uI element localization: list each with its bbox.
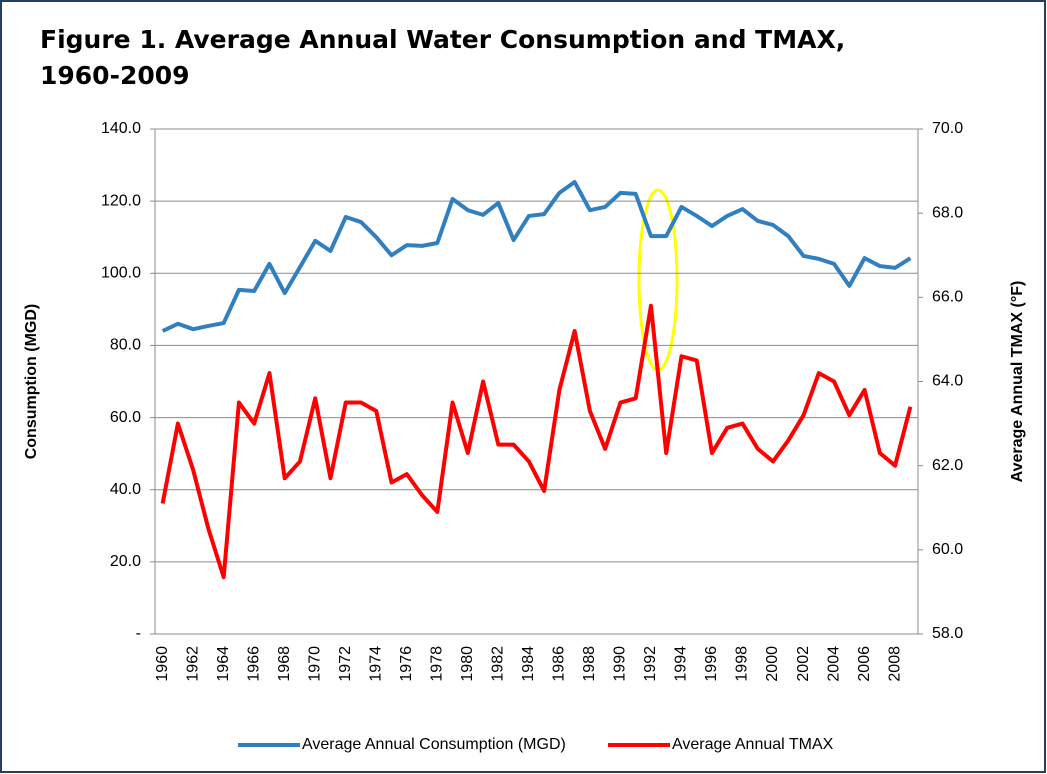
chart-title: Figure 1. Average Annual Water Consumpti… — [40, 25, 846, 90]
y-tick-label: 40.0 — [110, 481, 141, 498]
y-tick-label: 100.0 — [101, 265, 141, 282]
legend-label: Average Annual TMAX — [672, 736, 834, 753]
x-tick-label: 1996 — [703, 646, 720, 682]
y-tick-label: 80.0 — [110, 337, 141, 354]
y2-tick-label: 64.0 — [932, 373, 963, 390]
x-tick-label: 1998 — [734, 646, 751, 682]
y-tick-label: - — [136, 625, 141, 642]
x-tick-label: 2000 — [764, 646, 781, 682]
x-tick-label: 2002 — [795, 646, 812, 682]
legend-label: Average Annual Consumption (MGD) — [302, 736, 566, 753]
x-tick-label: 1970 — [306, 646, 323, 682]
y2-tick-label: 70.0 — [932, 120, 963, 137]
series-line — [161, 180, 912, 333]
x-tick-label: 1986 — [551, 646, 568, 682]
x-tick-label: 1980 — [459, 646, 476, 682]
y2-axis-label: Average Annual TMAX (°F) — [1009, 281, 1026, 483]
x-tick-label: 1964 — [215, 646, 232, 682]
x-tick-label: 1960 — [154, 646, 171, 682]
x-tick-label: 1992 — [642, 646, 659, 682]
x-tick-label: 1974 — [367, 646, 384, 682]
x-tick-label: 1982 — [490, 646, 507, 682]
x-tick-label: 2008 — [886, 646, 903, 682]
x-tick-label: 1972 — [337, 646, 354, 682]
x-tick-label: 1988 — [581, 646, 598, 682]
x-tick-label: 1978 — [429, 646, 446, 682]
y2-tick-label: 66.0 — [932, 289, 963, 306]
x-tick-label: 1968 — [276, 646, 293, 682]
x-tick-label: 2004 — [825, 646, 842, 682]
y-tick-label: 140.0 — [101, 120, 141, 137]
x-tick-label: 1966 — [245, 646, 262, 682]
x-tick-label: 1962 — [184, 646, 201, 682]
y2-tick-label: 60.0 — [932, 541, 963, 558]
y2-tick-label: 68.0 — [932, 204, 963, 221]
x-tick-label: 2006 — [856, 646, 873, 682]
y-tick-label: 20.0 — [110, 553, 141, 570]
y2-tick-label: 58.0 — [932, 625, 963, 642]
y-tick-label: 120.0 — [101, 192, 141, 209]
x-tick-label: 1990 — [612, 646, 629, 682]
y-axis-label: Consumption (MGD) — [23, 304, 40, 460]
y2-tick-label: 62.0 — [932, 457, 963, 474]
y-tick-label: 60.0 — [110, 409, 141, 426]
x-tick-label: 1976 — [398, 646, 415, 682]
x-tick-label: 1984 — [520, 646, 537, 682]
series-line — [160, 303, 913, 580]
x-tick-label: 1994 — [673, 646, 690, 682]
